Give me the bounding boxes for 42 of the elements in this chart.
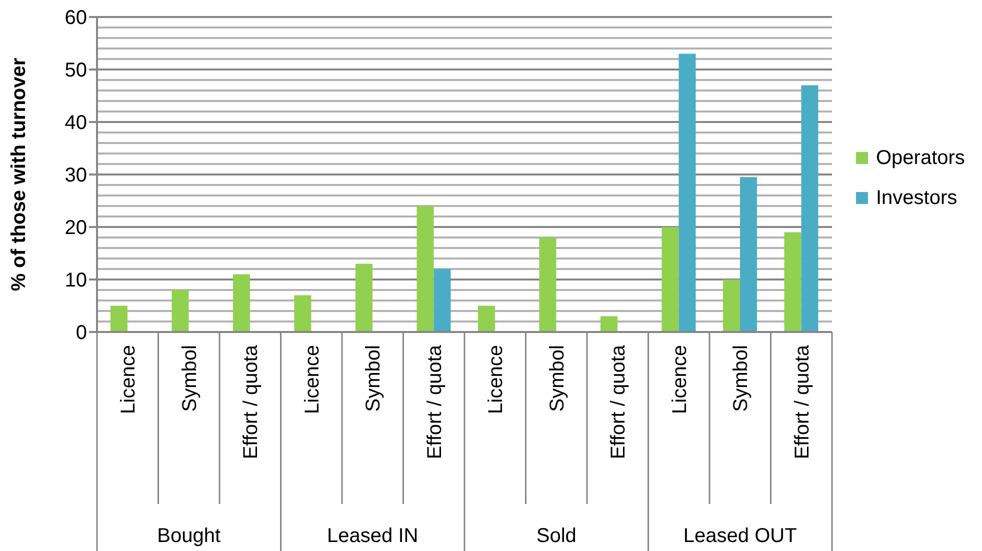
bar xyxy=(662,227,679,332)
x-tick-label: Effort / quota xyxy=(791,344,814,460)
x-tick-label: Licence xyxy=(301,345,324,414)
x-tick-label: Symbol xyxy=(730,345,752,412)
text: Bought xyxy=(157,525,222,547)
x-tick-label: Effort / quota xyxy=(240,344,262,460)
y-tick-label: 0 xyxy=(76,322,87,344)
y-tick-label: 60 xyxy=(64,7,87,30)
bar xyxy=(294,295,312,332)
bar xyxy=(801,85,818,332)
bar xyxy=(784,232,802,332)
y-tick-label: 30 xyxy=(64,164,87,187)
x-tick-label: Licence xyxy=(485,345,508,414)
bar xyxy=(110,306,128,332)
x-tick-label: Effort / quota xyxy=(608,344,630,460)
bar xyxy=(600,316,618,332)
bar xyxy=(416,206,434,332)
x-tick-label: Symbol xyxy=(362,345,385,412)
x-tick-label: Symbol xyxy=(546,345,568,412)
legend-label: Investors xyxy=(876,186,958,210)
bar xyxy=(539,238,556,332)
bar xyxy=(722,280,740,332)
x-tick-label: Effort / quota xyxy=(424,344,446,460)
y-tick-label: 20 xyxy=(64,217,87,240)
bar xyxy=(355,264,372,332)
bar xyxy=(740,177,757,332)
y-axis-title: % of those with turnover xyxy=(8,58,30,292)
x-tick-label: Licence xyxy=(118,345,140,414)
y-tick-label: 40 xyxy=(64,112,87,134)
text: Leased OUT xyxy=(683,525,797,547)
bar xyxy=(434,269,451,332)
bar xyxy=(232,274,250,332)
text: Leased IN xyxy=(327,525,418,547)
y-tick-label: 50 xyxy=(64,60,87,82)
legend-label: Operators xyxy=(876,146,965,170)
bar xyxy=(478,306,495,332)
bar xyxy=(678,54,696,332)
y-tick-label: 10 xyxy=(64,270,87,292)
x-tick-label: Symbol xyxy=(178,345,201,412)
bar xyxy=(172,290,189,332)
x-tick-label: Licence xyxy=(668,345,691,414)
text: Sold xyxy=(536,525,576,547)
